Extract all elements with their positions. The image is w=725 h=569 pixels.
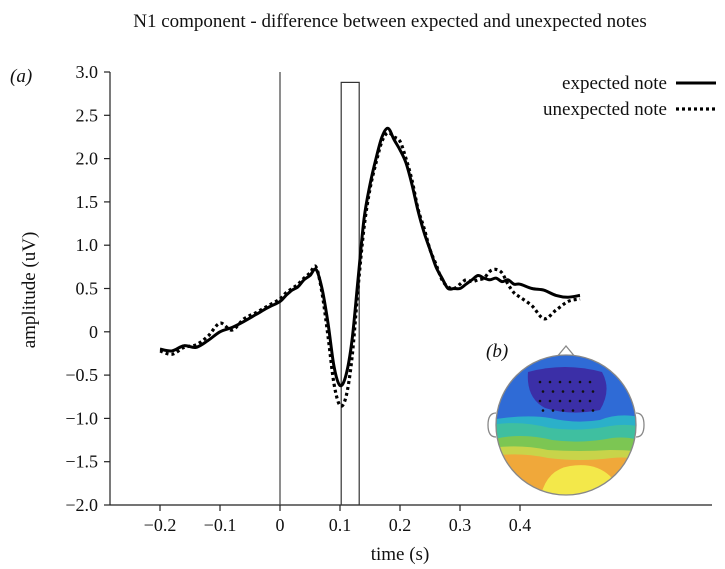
y-tick-label: 2.5	[76, 105, 99, 125]
electrode-dot	[591, 390, 595, 393]
x-tick-label: −0.2	[144, 515, 177, 535]
y-tick-label: −1.0	[65, 408, 98, 428]
unexpected-note-line	[159, 130, 581, 408]
y-tick-label: 0.5	[76, 279, 99, 299]
x-tick-label: 0.1	[329, 515, 352, 535]
y-tick-label: −0.5	[65, 365, 98, 385]
electrode-dot	[551, 409, 555, 412]
panel-b-label: (b)	[486, 341, 508, 362]
electrode-dot	[578, 380, 582, 384]
expected-note-line	[159, 126, 581, 388]
n1-analysis-window	[340, 81, 360, 506]
electrode-dot	[551, 390, 555, 393]
scalp-topomap	[487, 344, 645, 496]
electrode-dot	[538, 380, 542, 384]
electrode-dot	[591, 409, 595, 412]
electrode-dot	[578, 399, 582, 403]
y-tick-label: −1.5	[65, 452, 98, 472]
topomap-band-deep-blue	[527, 367, 607, 413]
electrode-dot	[541, 409, 545, 412]
x-axis-label: time (s)	[371, 544, 430, 565]
x-tick-label: 0.4	[509, 515, 532, 535]
x-tick-label: 0	[276, 515, 285, 535]
electrode-dot	[588, 399, 592, 403]
legend-label-expected: expected note	[562, 73, 667, 94]
electrode-dot	[568, 399, 572, 403]
chart-title: N1 component - difference between expect…	[133, 11, 646, 32]
x-tick-label: −0.1	[204, 515, 237, 535]
electrode-dot	[558, 399, 562, 403]
legend: expected note unexpected note	[543, 73, 716, 120]
right-ear-outline	[635, 412, 645, 438]
electrode-dot	[581, 409, 585, 412]
y-tick-label: 1.0	[76, 235, 99, 255]
y-tick-label: 0	[89, 322, 98, 342]
y-tick-label: 1.5	[76, 192, 99, 212]
y-axis-label: amplitude (uV)	[19, 232, 40, 349]
electrode-dot	[581, 390, 585, 393]
y-tick-label: −2.0	[65, 495, 98, 515]
electrode-dot	[561, 390, 565, 393]
electrode-dot	[588, 380, 592, 384]
y-ticks: −2.0 −1.5 −1.0 −0.5 0 0.5 1.0 1.5 2.0 2.5 3.0	[65, 62, 110, 515]
x-tick-label: 0.2	[389, 515, 412, 535]
topomap-color-field	[496, 355, 636, 495]
x-ticks: −0.2 −0.1 0 0.1 0.2 0.3 0.4	[144, 505, 532, 535]
left-ear-outline	[487, 412, 497, 438]
electrode-dot	[538, 399, 542, 403]
electrode-dot	[558, 380, 562, 384]
panel-a-label: (a)	[10, 66, 32, 87]
legend-label-unexpected: unexpected note	[543, 99, 667, 120]
electrode-dot	[541, 390, 545, 393]
electrode-dot	[571, 409, 575, 412]
electrode-dot	[561, 409, 565, 412]
electrode-dot	[548, 399, 552, 403]
electrode-dot	[548, 380, 552, 384]
x-tick-label: 0.3	[449, 515, 472, 535]
head-outline	[495, 354, 637, 496]
electrode-cluster	[538, 380, 595, 412]
y-tick-label: 2.0	[76, 149, 99, 169]
electrode-dot	[571, 390, 575, 393]
y-tick-label: 3.0	[76, 62, 99, 82]
electrode-dot	[568, 380, 572, 384]
